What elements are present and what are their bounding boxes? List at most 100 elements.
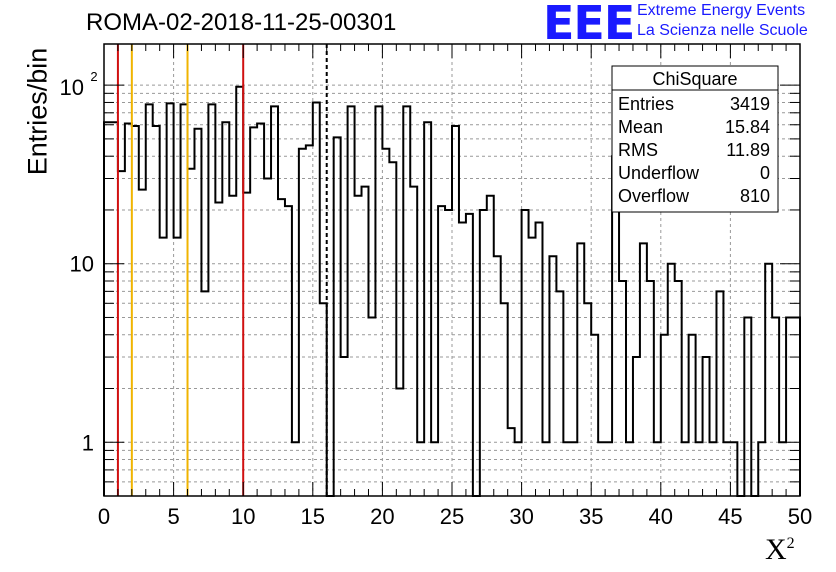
histogram-bin xyxy=(132,126,139,496)
x-tick-label: 40 xyxy=(649,504,673,529)
histogram-bin xyxy=(396,389,403,496)
histogram-bin xyxy=(348,106,355,496)
histogram-bin xyxy=(285,206,292,496)
histogram-bin xyxy=(292,442,299,496)
histogram-bin xyxy=(515,442,522,496)
x-tick-label: 45 xyxy=(718,504,742,529)
histogram-bin xyxy=(765,264,772,496)
histogram-bin xyxy=(424,122,431,496)
x-tick-label: 25 xyxy=(440,504,464,529)
chart-title: ROMA-02-2018-11-25-00301 xyxy=(86,9,397,36)
histogram-bin xyxy=(786,317,793,496)
histogram-bin xyxy=(375,106,382,496)
stats-row-label: Overflow xyxy=(618,186,690,206)
stats-row-label: Mean xyxy=(618,117,663,137)
histogram-bin xyxy=(320,303,327,496)
histogram-bin xyxy=(334,137,341,496)
histogram-bin xyxy=(431,442,438,496)
histogram-bin xyxy=(341,357,348,496)
histogram-bin xyxy=(466,214,473,496)
histogram-bin xyxy=(696,442,703,496)
histogram-bin xyxy=(675,281,682,496)
histogram-bin xyxy=(584,303,591,496)
histogram-bin xyxy=(382,149,389,496)
stats-row-value: 810 xyxy=(740,186,770,206)
x-tick-label: 0 xyxy=(98,504,110,529)
histogram-bin xyxy=(243,193,250,496)
y-tick-label: 10 xyxy=(60,75,84,100)
histogram-bin xyxy=(452,126,459,496)
histogram-bin xyxy=(598,442,605,496)
histogram-bin xyxy=(793,317,800,496)
histogram-bin xyxy=(661,335,668,496)
histogram-bin xyxy=(549,256,556,496)
histogram-bin xyxy=(556,291,563,496)
x-tick-label: 35 xyxy=(579,504,603,529)
histogram-bin xyxy=(167,103,174,496)
histogram-bin xyxy=(368,317,375,496)
histogram-bin xyxy=(703,357,710,496)
histogram-bin xyxy=(389,162,396,496)
histogram-bin xyxy=(250,127,257,496)
org-name-line1: Extreme Energy Events xyxy=(637,2,806,19)
histogram-bin xyxy=(146,104,153,496)
histogram-bin xyxy=(222,122,229,496)
x-tick-label: 30 xyxy=(509,504,533,529)
histogram-bin xyxy=(139,190,146,496)
histogram-bin xyxy=(647,281,654,496)
histogram-bin xyxy=(508,428,515,496)
histogram-bin xyxy=(605,442,612,496)
stats-row-value: 3419 xyxy=(730,94,770,114)
histogram-bin xyxy=(522,210,529,496)
stats-row-label: RMS xyxy=(618,140,658,160)
x-tick-label: 50 xyxy=(788,504,812,529)
y-tick-label: 1 xyxy=(82,430,94,455)
histogram-bin xyxy=(362,187,369,496)
histogram-bin xyxy=(542,442,549,496)
stats-row-value: 11.89 xyxy=(726,140,770,160)
x-tick-label: 10 xyxy=(231,504,255,529)
x-tick-label: 5 xyxy=(167,504,179,529)
histogram-bin xyxy=(417,442,424,496)
histogram-bin xyxy=(257,123,264,496)
histogram-bin xyxy=(181,104,188,496)
histogram-bin xyxy=(758,442,765,496)
histogram-bin xyxy=(299,149,306,496)
histogram-bin xyxy=(577,243,584,496)
x-tick-label: 15 xyxy=(301,504,325,529)
histogram-bin xyxy=(654,442,661,496)
histogram-bin xyxy=(403,106,410,496)
histogram-bin xyxy=(160,238,167,496)
histogram-bin xyxy=(215,203,222,496)
histogram-bin xyxy=(640,243,647,496)
histogram-bin xyxy=(188,169,195,496)
histogram-bin xyxy=(626,442,633,496)
histogram-bin xyxy=(480,210,487,496)
histogram-bin xyxy=(570,442,577,496)
histogram-bin xyxy=(723,442,730,496)
org-name-line2: La Scienza nelle Scuole xyxy=(637,22,808,39)
histogram-bin xyxy=(264,179,271,496)
histogram-bin xyxy=(438,206,445,496)
histogram-bin xyxy=(730,442,737,496)
histogram-bin xyxy=(278,199,285,496)
histogram-bin xyxy=(118,171,125,496)
histogram-bin xyxy=(591,335,598,496)
histogram-bin xyxy=(501,303,508,496)
histogram-bin xyxy=(306,145,313,496)
histogram-bin xyxy=(744,317,751,496)
histogram-bin xyxy=(536,223,543,496)
histogram-bin xyxy=(271,106,278,496)
histogram-bin xyxy=(682,442,689,496)
histogram-bin xyxy=(410,187,417,496)
histogram-bin xyxy=(459,223,466,496)
histogram-bin xyxy=(563,442,570,496)
histogram-bin xyxy=(710,442,717,496)
histogram-bin xyxy=(487,196,494,496)
histogram-bin xyxy=(174,238,181,496)
histogram-outline xyxy=(103,85,801,497)
stats-row-value: 0 xyxy=(760,163,770,183)
histogram-bin xyxy=(716,291,723,496)
histogram-bin xyxy=(689,335,696,496)
